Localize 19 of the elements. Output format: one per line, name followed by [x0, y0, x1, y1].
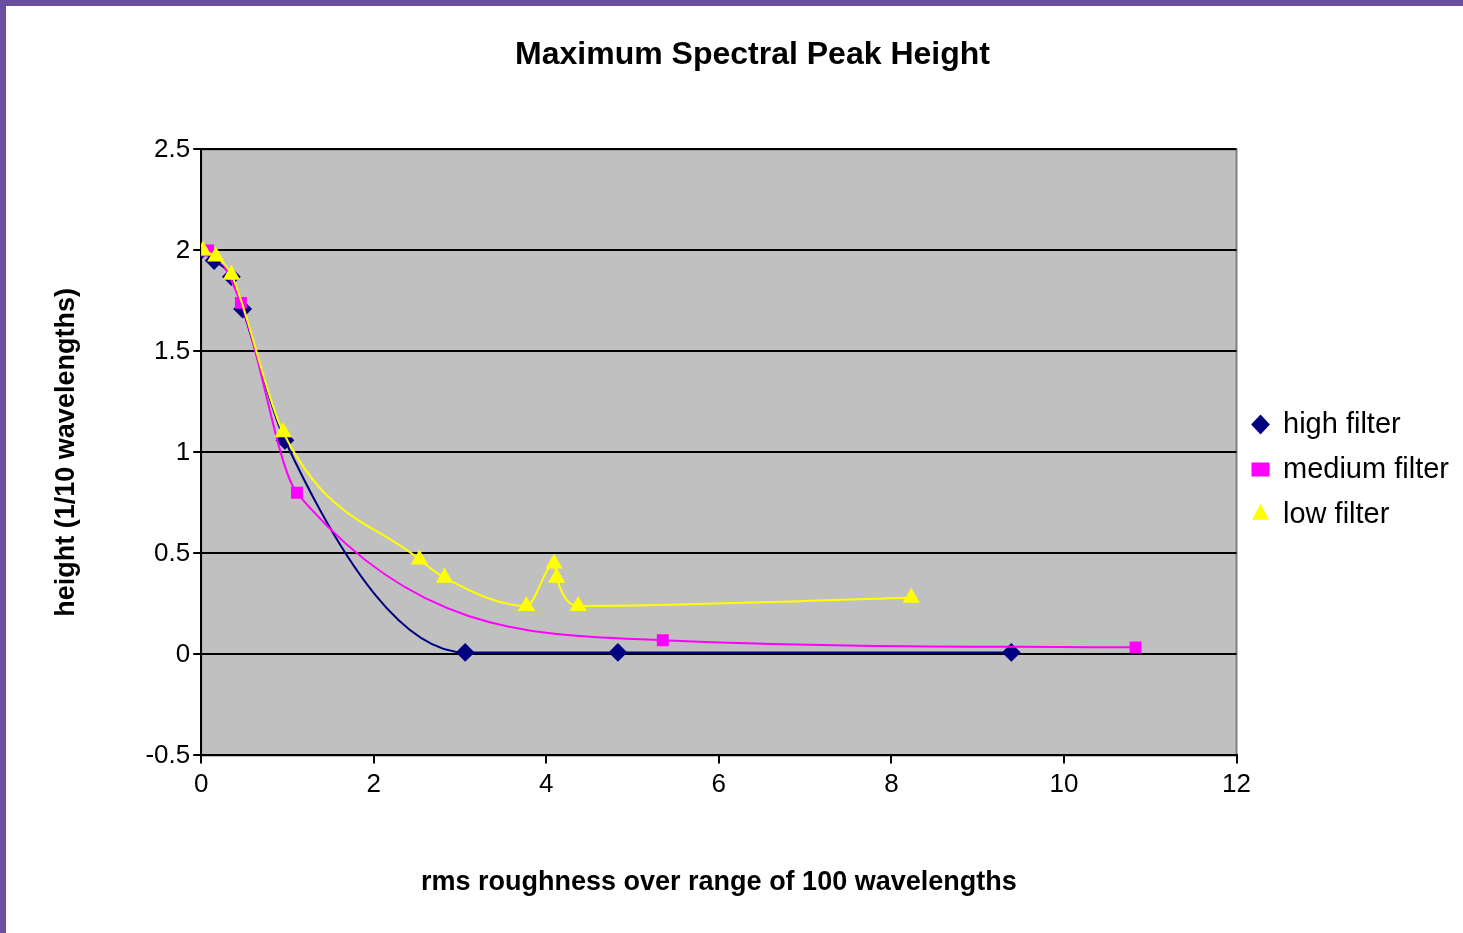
y-tick-label: 2 [175, 233, 191, 264]
y-tick-label: 0 [175, 637, 191, 668]
x-axis-title: rms roughness over range of 100 wavelengths [421, 866, 1017, 897]
x-tick-label: 8 [884, 768, 899, 799]
x-tick-label: 4 [539, 768, 554, 799]
x-tick-label: 10 [1049, 768, 1079, 799]
x-tick-label: 2 [366, 768, 381, 799]
legend-label: low filter [1283, 496, 1390, 529]
x-tick-label: 6 [711, 768, 727, 799]
y-tick-label: 2.5 [154, 132, 191, 163]
chart-title: Maximum Spectral Peak Height [515, 35, 991, 72]
x-tick-label: 12 [1222, 768, 1251, 799]
y-tick-label: -0.5 [145, 738, 191, 769]
legend-label: medium filter [1283, 451, 1450, 484]
y-tick-label: 1 [175, 435, 191, 466]
y-axis-title: height (1/10 wavelengths) [49, 288, 80, 617]
legend-label: high filter [1283, 406, 1402, 439]
y-tick-label: 0.5 [154, 536, 191, 567]
y-tick-label: 1.5 [154, 334, 191, 365]
